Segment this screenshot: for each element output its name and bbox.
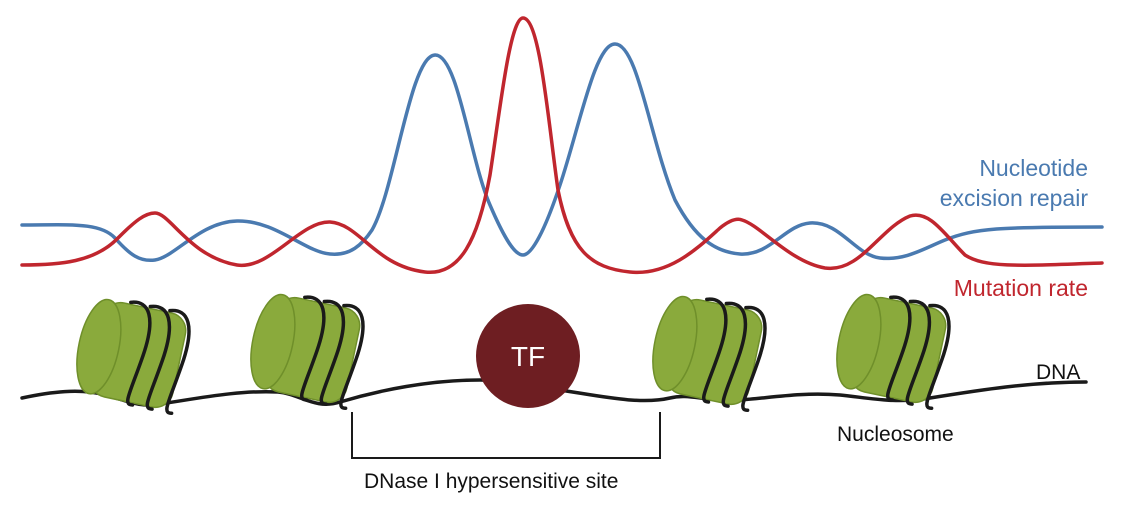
ner-label-line2: excision repair [940,185,1089,211]
nucleosome [836,293,951,411]
nucleosome [250,293,365,411]
tf-label: TF [511,341,545,372]
transcription-factor: TF [476,304,580,408]
dna-label: DNA [1036,361,1080,384]
ner-label-line1: Nucleotide [979,155,1088,181]
nucleosome [652,295,767,413]
dhs-bracket [351,412,661,459]
mutation-rate-label: Mutation rate [954,275,1088,301]
mutation-rate-curve [20,16,1104,275]
ner-curve [20,42,1104,263]
dhs-label: DNase I hypersensitive site [364,470,618,493]
nucleosome [76,298,191,416]
nucleosome-label: Nucleosome [837,423,954,446]
